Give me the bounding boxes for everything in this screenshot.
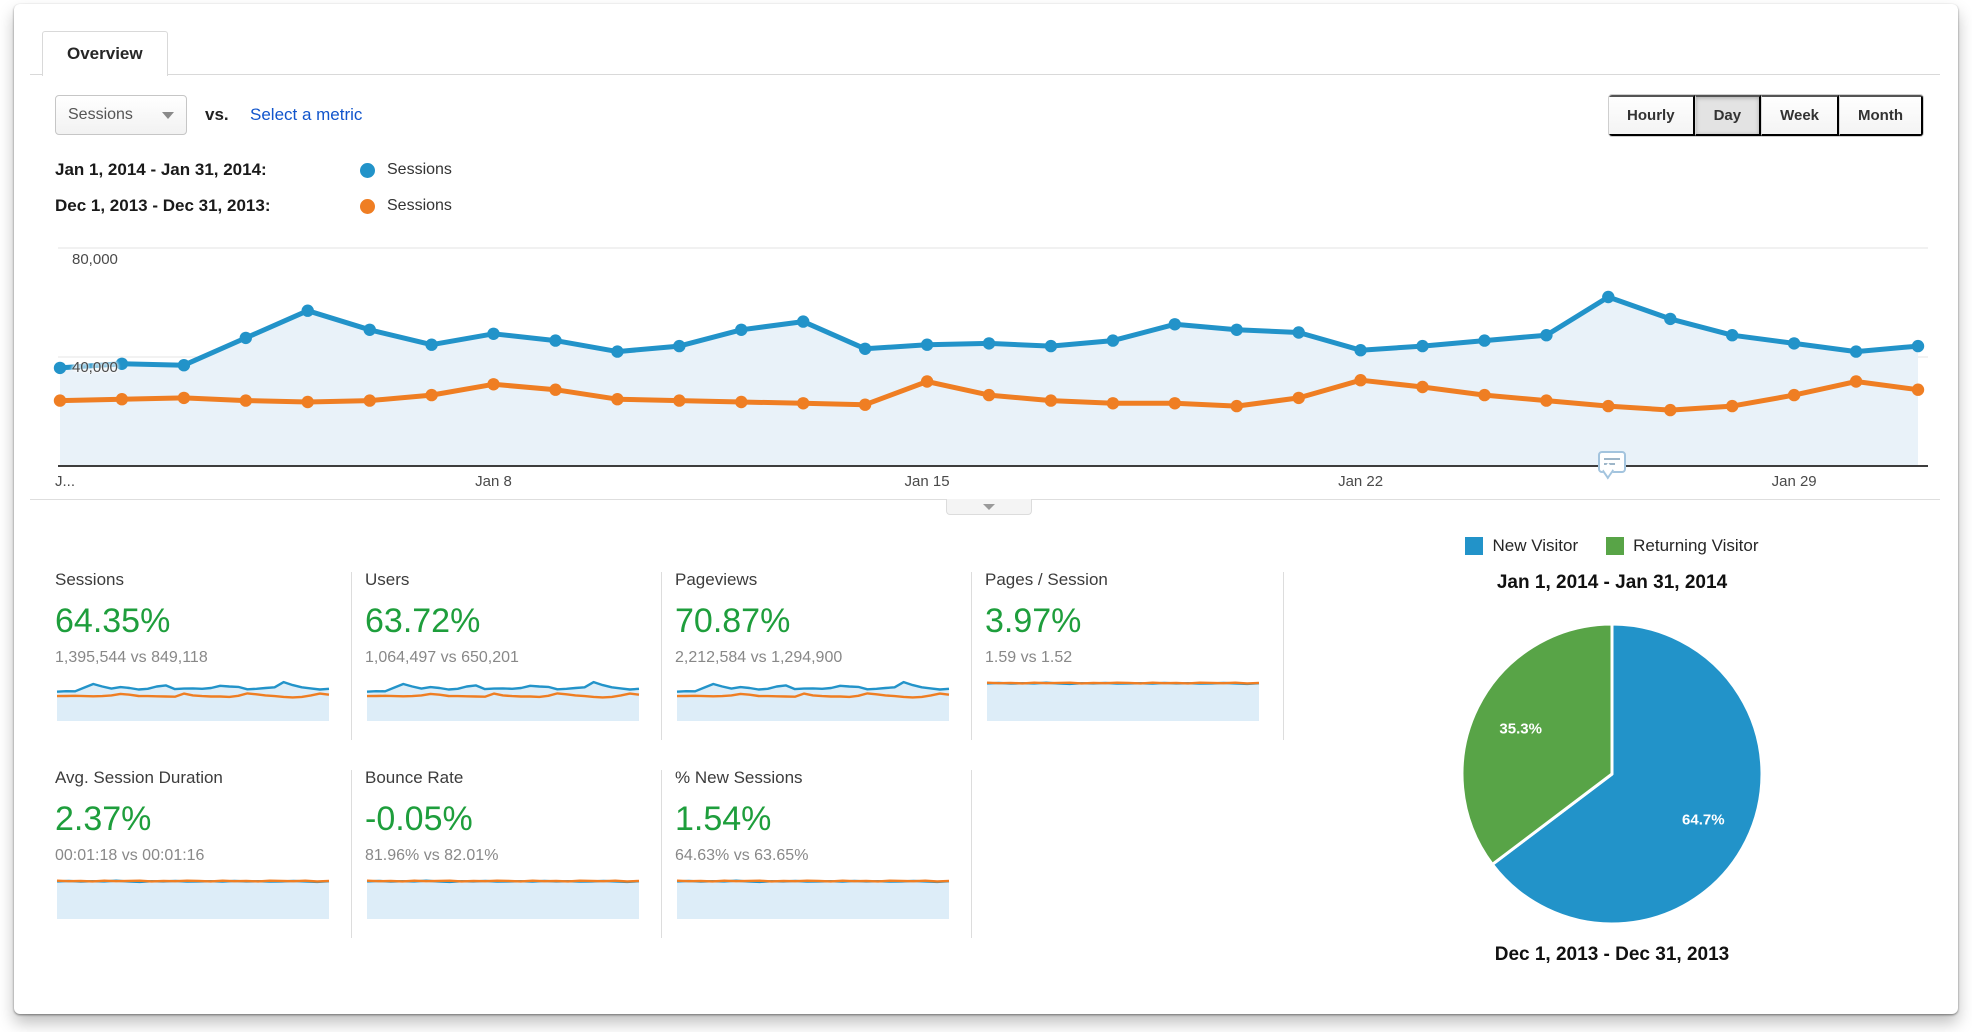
granularity-button-group: Hourly Day Week Month	[1608, 94, 1924, 137]
card-divider	[971, 770, 972, 938]
x-axis-label: Jan 29	[1771, 473, 1817, 490]
x-axis-label: J...	[55, 473, 76, 490]
pie-slice-returning-visitor[interactable]	[1460, 622, 1614, 866]
scorecard-comparison-values: 1,395,544 vs 849,118	[55, 649, 208, 666]
visitor-type-pie-chart[interactable]: 64.7% 35.3%	[1442, 604, 1782, 944]
scorecard-comparison-values: 00:01:18 vs 00:01:16	[55, 847, 205, 864]
chevron-down-icon	[162, 111, 174, 119]
legend-series-label: Sessions	[387, 161, 452, 178]
pie-slice-new-visitor[interactable]	[1490, 622, 1764, 926]
pie-title-current-range: Jan 1, 2014 - Jan 31, 2014	[1496, 572, 1728, 593]
scorecard-comparison-values: 81.96% vs 82.01%	[365, 847, 499, 864]
scorecard-comparison-values: 1,064,497 vs 650,201	[365, 649, 519, 666]
scorecard-sparkline	[56, 680, 330, 721]
card-divider	[351, 770, 352, 938]
granularity-button-hourly[interactable]: Hourly	[1609, 95, 1695, 136]
card-divider	[1283, 572, 1284, 740]
scorecard-sparkline	[366, 879, 640, 919]
select-a-metric-link[interactable]: Select a metric	[250, 105, 363, 124]
scorecard-title: Bounce Rate	[365, 768, 464, 787]
x-axis-label: Jan 8	[475, 473, 512, 490]
card-divider	[971, 572, 972, 740]
pie-legend: New Visitor Returning Visitor	[1402, 536, 1822, 556]
legend-row-previous: Dec 1, 2013 - Dec 31, 2013: Sessions	[55, 196, 452, 216]
pie-legend-label: Returning Visitor	[1633, 536, 1759, 555]
granularity-button-month[interactable]: Month	[1839, 95, 1923, 136]
scorecard-comparison-values: 1.59 vs 1.52	[985, 649, 1073, 666]
scorecard: Users 63.72% 1,064,497 vs 650,201	[365, 570, 657, 728]
pie-slice-label: 64.7%	[1682, 811, 1725, 828]
tabbar-divider	[30, 74, 1940, 75]
card-divider	[351, 572, 352, 740]
scorecard-title: Sessions	[55, 570, 124, 589]
series-dot-orange-icon	[360, 198, 375, 214]
pie-slice-label: 35.3%	[1499, 721, 1542, 738]
x-axis-label: Jan 15	[904, 473, 950, 490]
returning-visitor-swatch-icon	[1606, 537, 1625, 555]
scorecard-title: Pages / Session	[985, 570, 1108, 589]
pie-legend-item-returning-visitor: Returning Visitor	[1606, 536, 1759, 556]
y-axis-tick-80000: 80,000	[72, 251, 118, 268]
legend-date-range: Dec 1, 2013 - Dec 31, 2013:	[55, 196, 271, 215]
scorecard-comparison-values: 64.63% vs 63.65%	[675, 847, 809, 864]
scorecard: Bounce Rate -0.05% 81.96% vs 82.01%	[365, 768, 657, 926]
metric-selector-dropdown[interactable]: Sessions	[55, 95, 187, 135]
scorecard-sparkline	[676, 879, 950, 919]
scorecard-change-percent: 3.97%	[985, 602, 1082, 640]
metric-selector-value: Sessions	[68, 106, 133, 123]
sessions-timeseries-chart[interactable]	[0, 0, 1972, 530]
scorecard: % New Sessions 1.54% 64.63% vs 63.65%	[675, 768, 967, 926]
scorecard-change-percent: 2.37%	[55, 800, 152, 838]
tab-overview[interactable]: Overview	[42, 31, 168, 76]
legend-series-label: Sessions	[387, 197, 452, 214]
scorecard-sparkline	[56, 879, 330, 919]
collapse-chart-button[interactable]	[946, 499, 1032, 515]
scorecard-change-percent: 70.87%	[675, 602, 791, 640]
pie-legend-item-new-visitor: New Visitor	[1465, 536, 1578, 556]
scorecard: Pageviews 70.87% 2,212,584 vs 1,294,900	[675, 570, 967, 728]
chevron-down-icon	[983, 503, 995, 510]
legend-date-range: Jan 1, 2014 - Jan 31, 2014:	[55, 160, 267, 179]
scorecard-title: Avg. Session Duration	[55, 768, 223, 787]
scorecard-change-percent: -0.05%	[365, 800, 473, 838]
annotation-bubble-icon[interactable]	[1598, 451, 1626, 480]
new-visitor-swatch-icon	[1465, 537, 1484, 555]
scorecard-change-percent: 63.72%	[365, 602, 481, 640]
tab-overview-label: Overview	[67, 44, 143, 63]
pie-title-previous-range: Dec 1, 2013 - Dec 31, 2013	[1494, 944, 1730, 965]
scorecard-sparkline	[986, 681, 1260, 721]
granularity-button-week[interactable]: Week	[1761, 95, 1840, 136]
x-axis-label: Jan 22	[1338, 473, 1384, 490]
scorecard-comparison-values: 2,212,584 vs 1,294,900	[675, 649, 843, 666]
scorecard-sparkline	[366, 680, 640, 721]
series-dot-blue-icon	[360, 162, 375, 178]
scorecard: Sessions 64.35% 1,395,544 vs 849,118	[55, 570, 347, 728]
sessions-dots-current	[53, 290, 1925, 375]
scorecard-title: Users	[365, 570, 410, 589]
granularity-button-day[interactable]: Day	[1694, 95, 1762, 136]
y-axis-tick-40000: 40,000	[72, 359, 118, 376]
scorecard-change-percent: 64.35%	[55, 602, 171, 640]
sessions-dots-previous	[53, 374, 1925, 417]
card-divider	[661, 770, 662, 938]
scorecard: Pages / Session 3.97% 1.59 vs 1.52	[985, 570, 1277, 728]
card-divider	[661, 572, 662, 740]
scorecard-sparkline	[676, 680, 950, 721]
scorecard-change-percent: 1.54%	[675, 800, 772, 838]
scorecard-title: % New Sessions	[675, 768, 803, 787]
pie-legend-label: New Visitor	[1492, 536, 1579, 555]
vs-label: vs.	[205, 105, 229, 124]
legend-row-current: Jan 1, 2014 - Jan 31, 2014: Sessions	[55, 160, 452, 180]
scorecard: Avg. Session Duration 2.37% 00:01:18 vs …	[55, 768, 347, 926]
scorecard-title: Pageviews	[675, 570, 758, 589]
